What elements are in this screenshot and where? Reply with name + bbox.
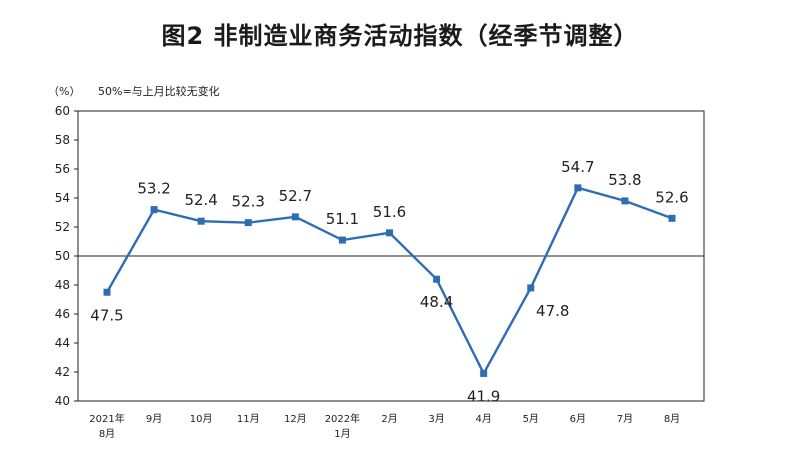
data-label: 52.4 [184,191,217,209]
chart-title: 图2 非制造业商务活动指数（经季节调整） [161,22,639,50]
x-tick-label: 2月 [381,413,397,425]
data-point [338,236,346,244]
x-tick-label: 10月 [190,413,213,425]
y-tick-label: 54 [55,191,70,205]
data-point [103,288,111,296]
data-label: 53.2 [137,180,170,198]
data-point [527,284,535,292]
x-tick-label: 7月 [617,413,633,425]
data-label: 53.8 [608,171,641,189]
data-point [574,184,582,192]
y-tick-label: 56 [55,162,70,176]
y-tick-label: 48 [55,278,70,292]
data-label: 51.1 [326,210,359,228]
data-point [433,275,441,283]
data-point [386,229,393,237]
data-point [621,197,629,205]
data-point [291,213,299,221]
data-point [480,369,488,377]
data-label: 47.8 [536,302,569,320]
x-tick-label: 8月 [664,413,680,425]
x-tick-label: 2022年 [325,412,360,425]
x-tick-label: 5月 [523,413,539,425]
data-point [150,206,158,214]
data-label: 52.3 [232,193,265,211]
y-unit-label: （%） [48,85,81,98]
x-tick-label: 8月 [99,428,115,440]
data-label: 52.6 [655,188,688,206]
data-label: 47.5 [90,306,123,324]
y-tick-label: 60 [55,104,70,118]
x-tick-label: 2021年 [89,412,124,425]
data-label: 41.9 [467,387,500,405]
reference-note: 50%=与上月比较无变化 [98,85,220,98]
y-tick-label: 44 [55,336,70,350]
x-tick-label: 1月 [334,428,350,440]
y-tick-label: 42 [55,365,70,379]
y-tick-label: 58 [55,133,70,147]
y-tick-label: 46 [55,307,70,321]
x-tick-label: 12月 [284,413,307,425]
x-tick-label: 4月 [475,413,491,425]
x-tick-label: 11月 [237,413,260,425]
data-label: 54.7 [561,158,594,176]
x-tick-label: 6月 [570,413,586,425]
data-label: 48.4 [420,293,453,311]
data-point [668,214,676,222]
data-point [244,219,252,227]
data-label: 52.7 [279,187,312,205]
data-point [197,217,205,225]
x-tick-label: 9月 [146,413,162,425]
y-tick-label: 40 [55,394,70,408]
x-tick-label: 3月 [428,413,444,425]
y-tick-label: 52 [55,220,70,234]
data-label: 51.6 [373,203,406,221]
y-tick-label: 50 [55,249,70,263]
